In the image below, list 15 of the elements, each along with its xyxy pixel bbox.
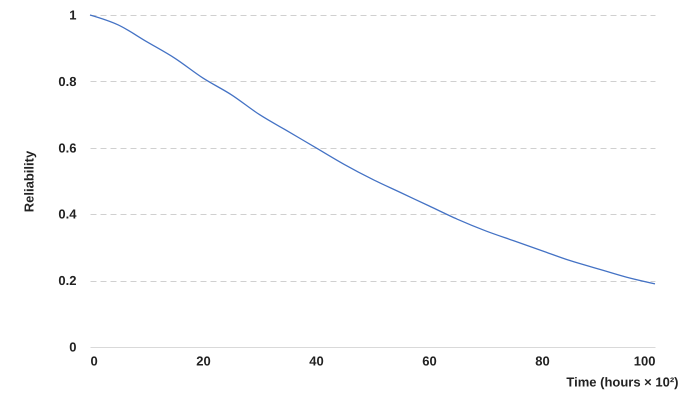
y-tick-label: 0.8 (58, 74, 76, 89)
y-tick-label: 0.2 (58, 273, 76, 288)
x-tick-label: 0 (90, 354, 98, 368)
y-tick-label: 0 (69, 340, 76, 354)
x-tick-label: 80 (535, 354, 550, 368)
y-tick-label: 0.6 (58, 140, 76, 156)
x-tick-label: 40 (309, 354, 324, 368)
y-tick-label: 1 (69, 8, 76, 22)
y-axis-title: Reliability (21, 150, 36, 212)
x-tick-label: 60 (422, 354, 437, 368)
x-axis-title: Time (hours × 10²) (566, 374, 678, 390)
x-tick-label: 100 (634, 354, 656, 368)
x-tick-label: 20 (196, 354, 211, 368)
line-series (89, 14, 656, 285)
y-tick-label: 0.4 (58, 206, 78, 222)
